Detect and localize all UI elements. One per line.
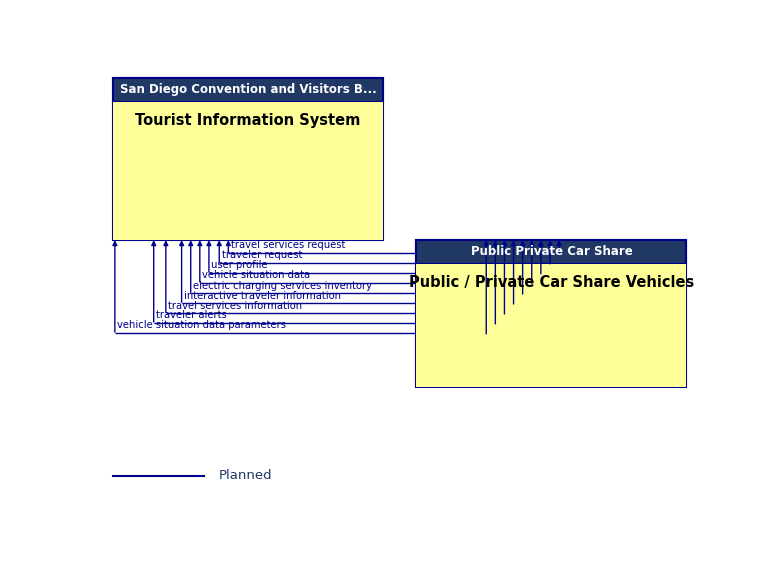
Text: vehicle situation data parameters: vehicle situation data parameters [117,320,287,330]
Text: Tourist Information System: Tourist Information System [135,113,361,128]
Bar [417,264,687,387]
Text: traveler request: traveler request [222,250,302,260]
Text: San Diego Convention and Visitors B...: San Diego Convention and Visitors B... [120,84,377,96]
Text: interactive traveler information: interactive traveler information [184,291,341,301]
Bar [113,78,383,240]
Text: Planned: Planned [219,469,272,482]
Bar [113,78,383,102]
Text: travel services information: travel services information [168,301,302,311]
Bar [417,240,687,264]
Text: electric charging services inventory: electric charging services inventory [193,280,372,291]
Text: user profile: user profile [211,260,268,270]
Text: vehicle situation data: vehicle situation data [202,270,310,280]
Text: Public / Private Car Share Vehicles: Public / Private Car Share Vehicles [409,275,694,289]
Text: traveler alerts: traveler alerts [156,310,227,320]
Bar [113,102,383,240]
Text: travel services request: travel services request [231,241,345,250]
Bar [417,240,687,387]
Text: Public Private Car Share: Public Private Car Share [471,246,633,259]
